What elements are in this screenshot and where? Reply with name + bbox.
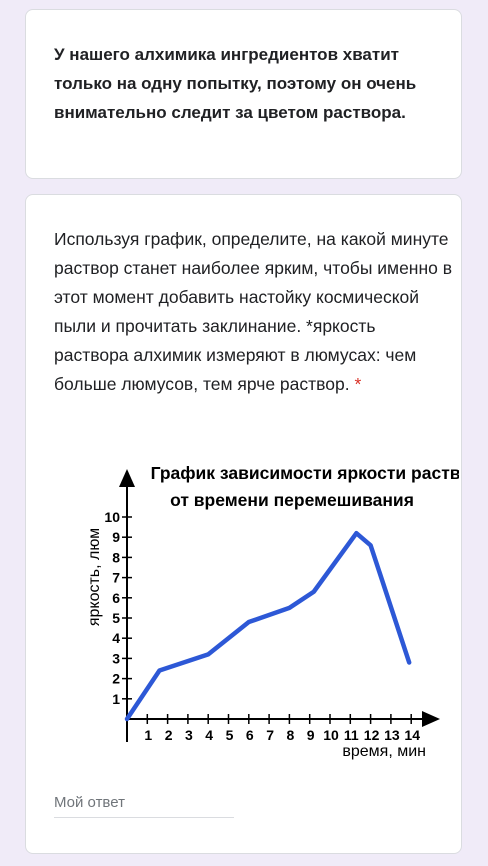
x-tick-label: 4 (205, 727, 213, 743)
answer-input[interactable] (54, 787, 234, 818)
y-tick-label: 10 (104, 509, 120, 525)
x-tick-label: 1 (144, 727, 152, 743)
y-tick-label: 5 (112, 610, 120, 626)
x-tick-label: 14 (404, 727, 420, 743)
y-tick-label: 9 (112, 529, 120, 545)
x-tick-label: 10 (323, 727, 339, 743)
x-tick-label: 13 (384, 727, 400, 743)
x-tick-label: 11 (344, 727, 359, 743)
x-tick-label: 9 (307, 727, 315, 743)
chart-title-line-2: от времени перемешивания (170, 490, 414, 510)
y-tick-label: 7 (112, 570, 120, 586)
brightness-series-line (124, 530, 412, 722)
y-tick-label: 3 (112, 650, 120, 666)
question-body: Используя график, определите, на какой м… (54, 229, 453, 394)
y-tick-label: 4 (112, 630, 120, 646)
y-tick-label: 2 (112, 671, 120, 687)
x-tick-label: 12 (364, 727, 380, 743)
x-tick-label: 3 (185, 727, 193, 743)
chart-title-line-1: График зависимости яркости раствора (151, 463, 459, 483)
x-tick-label: 2 (165, 727, 173, 743)
required-mark: * (354, 374, 362, 394)
y-tick-label: 6 (112, 590, 120, 606)
x-tick-label: 6 (246, 727, 254, 743)
question-card: Используя график, определите, на какой м… (25, 194, 462, 854)
y-tick-label: 8 (112, 549, 120, 565)
intro-text: У нашего алхимика ингредиентов хватит то… (54, 45, 417, 122)
x-tick-label: 7 (266, 727, 274, 743)
y-axis-label: яркость, люм (86, 528, 103, 626)
x-tick-label: 8 (287, 727, 295, 743)
x-axis-label: время, мин (342, 743, 426, 760)
question-text: Используя график, определите, на какой м… (54, 225, 454, 399)
y-tick-label: 1 (112, 691, 120, 707)
intro-card: У нашего алхимика ингредиентов хватит то… (25, 9, 462, 179)
x-tick-label: 5 (226, 727, 234, 743)
